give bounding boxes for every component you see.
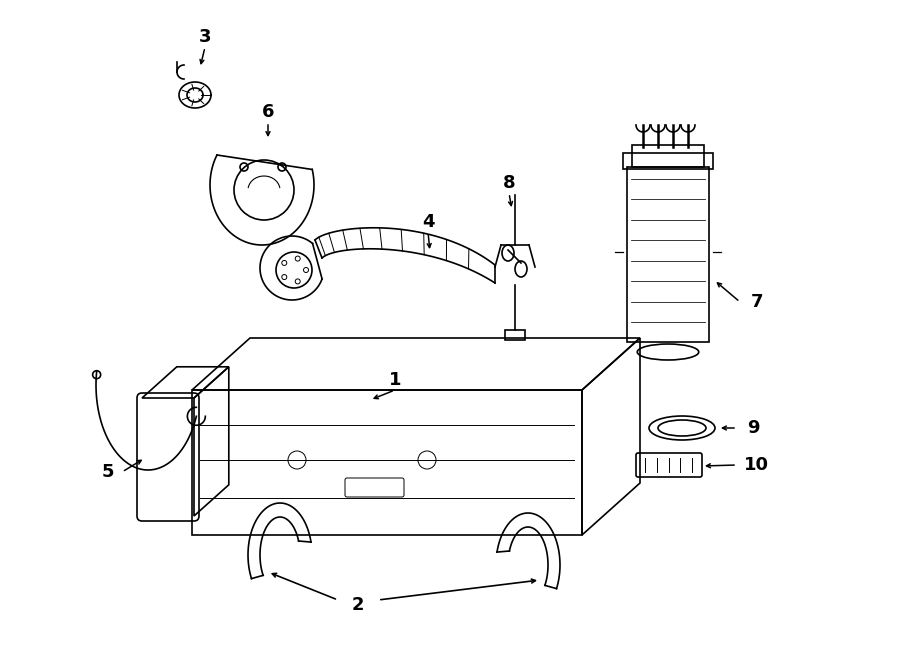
Bar — [627, 167, 709, 342]
Bar — [623, 153, 713, 169]
Text: 7: 7 — [751, 293, 763, 311]
Text: 9: 9 — [747, 419, 760, 437]
Text: 10: 10 — [743, 456, 769, 474]
Text: 2: 2 — [352, 596, 365, 614]
Text: 3: 3 — [199, 28, 212, 46]
Text: 6: 6 — [262, 103, 274, 121]
Bar — [505, 330, 525, 340]
Text: 5: 5 — [102, 463, 114, 481]
Text: 1: 1 — [389, 371, 401, 389]
Text: 8: 8 — [503, 174, 516, 192]
Bar — [632, 145, 704, 167]
Text: 4: 4 — [422, 213, 434, 231]
